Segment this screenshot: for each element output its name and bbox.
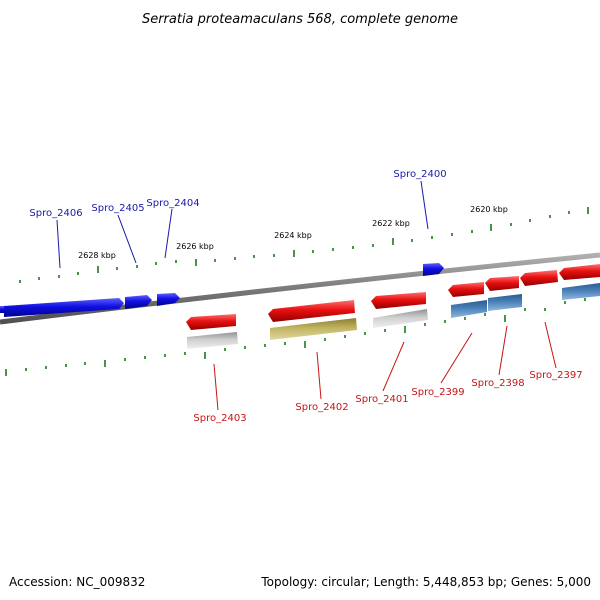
gene-label-forward[interactable]: Spro_2406 [29,208,82,219]
forward-genes [0,263,444,317]
lower-scale-ticks [5,298,586,376]
gene-forward[interactable] [157,293,180,306]
gene-label-forward[interactable]: Spro_2400 [393,169,446,180]
gene-forward[interactable] [125,295,152,309]
gene-label-reverse[interactable]: Spro_2403 [193,413,246,424]
kbp-label: 2626 kbp [176,242,214,251]
gene-label-reverse[interactable]: Spro_2398 [471,378,524,389]
kbp-label: 2628 kbp [78,251,116,260]
gene-reverse[interactable] [186,314,236,330]
kbp-label: 2622 kbp [372,219,410,228]
gene-reverse[interactable] [451,300,487,318]
gene-label-forward[interactable]: Spro_2404 [146,198,199,209]
kbp-label: 2624 kbp [274,231,312,240]
kbp-label: 2620 kbp [470,205,508,214]
gene-forward[interactable] [4,298,124,317]
gene-reverse[interactable] [373,309,428,328]
gene-label-reverse[interactable]: Spro_2401 [355,394,408,405]
gene-reverse[interactable] [559,264,600,280]
gene-label-reverse[interactable]: Spro_2399 [411,387,464,398]
accession-label: Accession: NC_009832 [9,575,145,589]
gene-reverse[interactable] [448,282,484,297]
forward-leader-lines [56,180,429,269]
gene-reverse[interactable] [187,332,238,349]
gene-label-reverse[interactable]: Spro_2397 [529,370,582,381]
reverse-leader-lines [213,321,557,411]
gene-reverse[interactable] [488,294,522,311]
reverse-genes [186,264,600,349]
gene-label-forward[interactable]: Spro_2405 [91,203,144,214]
genome-backbone [0,252,600,325]
gene-forward[interactable] [423,263,444,276]
gene-reverse[interactable] [371,292,426,309]
upper-scale-ticks [19,207,589,283]
gene-reverse[interactable] [520,270,558,286]
gene-forward[interactable] [0,306,5,313]
gene-label-reverse[interactable]: Spro_2402 [295,402,348,413]
genome-summary: Topology: circular; Length: 5,448,853 bp… [260,575,591,589]
gene-reverse[interactable] [485,276,519,291]
genome-title: Serratia proteamaculans 568, complete ge… [142,12,458,27]
gene-reverse[interactable] [562,283,600,300]
gene-reverse[interactable] [270,318,357,340]
gene-reverse[interactable] [268,300,355,322]
